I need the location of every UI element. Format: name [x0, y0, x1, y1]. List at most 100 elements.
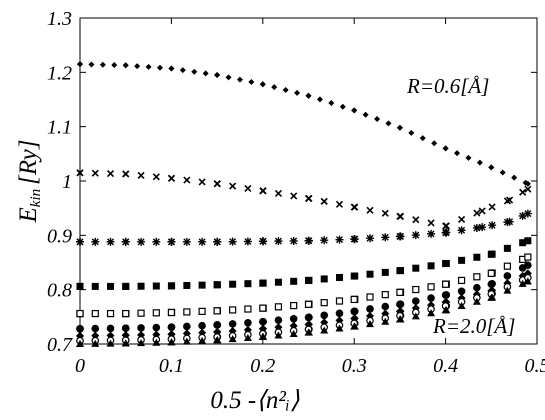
data-point — [182, 337, 191, 345]
data-point — [499, 169, 506, 176]
data-point — [412, 264, 420, 272]
data-point — [274, 237, 283, 246]
data-point — [244, 305, 252, 313]
data-point — [441, 291, 450, 299]
data-point — [137, 171, 145, 179]
data-point — [366, 234, 375, 243]
data-point — [183, 322, 191, 331]
data-point — [473, 283, 481, 292]
data-point — [524, 253, 532, 261]
data-point — [511, 174, 518, 181]
data-point — [274, 189, 282, 197]
data-point — [381, 302, 390, 311]
data-point — [213, 180, 221, 188]
data-point — [442, 222, 450, 230]
data-point — [152, 282, 160, 290]
data-point — [488, 203, 496, 211]
data-point — [304, 236, 313, 245]
data-point — [274, 316, 283, 325]
data-point — [213, 336, 222, 344]
data-point — [167, 237, 176, 246]
data-point — [225, 74, 232, 81]
data-point — [289, 329, 298, 337]
data-point — [202, 70, 209, 77]
data-point — [339, 103, 346, 110]
data-point — [316, 96, 323, 103]
data-point — [213, 237, 222, 246]
data-point — [91, 309, 99, 318]
data-point — [523, 277, 532, 285]
data-point — [518, 279, 527, 287]
data-point — [320, 299, 328, 307]
data-point — [487, 280, 496, 289]
data-point — [411, 231, 420, 240]
data-point — [259, 304, 267, 312]
data-point — [412, 285, 420, 294]
data-point — [179, 67, 186, 74]
data-point — [77, 61, 83, 68]
y-tick-label: 0.7 — [47, 334, 73, 356]
data-point — [111, 61, 118, 68]
data-point — [156, 64, 163, 71]
data-point — [183, 308, 191, 316]
data-point — [76, 282, 84, 290]
data-point — [134, 63, 141, 70]
x-tick-label: 0.5 — [525, 355, 545, 377]
data-point — [290, 192, 298, 200]
data-point — [320, 275, 328, 283]
data-point — [229, 280, 237, 288]
y-tick-label: 0.8 — [47, 280, 72, 302]
data-point — [76, 237, 84, 246]
data-point — [304, 194, 313, 202]
data-point — [473, 209, 481, 217]
data-point — [396, 267, 404, 275]
data-point — [213, 281, 221, 289]
data-point — [182, 237, 191, 246]
data-point — [122, 62, 129, 69]
data-point — [243, 333, 252, 341]
data-point — [350, 322, 359, 330]
data-point — [385, 120, 392, 127]
data-point — [472, 223, 481, 232]
data-point — [335, 297, 344, 305]
data-point — [259, 81, 266, 88]
data-point — [457, 287, 466, 296]
data-point — [76, 309, 84, 318]
data-point — [137, 282, 145, 290]
data-point — [244, 280, 252, 288]
data-point — [121, 324, 130, 333]
data-point — [259, 317, 267, 326]
data-point — [121, 339, 130, 347]
data-point — [152, 309, 160, 317]
data-point — [76, 169, 84, 177]
annotation-r-06: R=0.6[Å] — [406, 74, 489, 98]
y-tick-label: 1.2 — [47, 62, 72, 84]
y-tick-label: 1 — [62, 171, 72, 193]
data-point — [412, 297, 420, 305]
data-point — [395, 315, 404, 323]
data-point — [259, 279, 267, 287]
data-point — [274, 331, 283, 339]
data-point — [396, 300, 404, 309]
data-point — [167, 174, 175, 182]
data-point — [524, 261, 532, 270]
data-point — [274, 278, 282, 286]
data-point — [122, 170, 130, 178]
data-point — [289, 314, 298, 323]
data-point — [427, 262, 435, 270]
data-point — [152, 237, 161, 246]
data-point — [454, 150, 461, 157]
data-point — [152, 338, 161, 346]
data-point — [228, 237, 237, 246]
data-point — [396, 212, 404, 220]
data-point — [198, 321, 206, 330]
data-point — [152, 323, 161, 332]
data-point — [366, 305, 374, 313]
data-point — [198, 336, 207, 344]
annotation-r-20: R=2.0[Å] — [432, 314, 515, 338]
data-point — [350, 295, 358, 304]
data-point — [229, 306, 237, 314]
data-point — [91, 324, 100, 333]
data-point — [191, 68, 198, 75]
data-point — [335, 273, 343, 281]
